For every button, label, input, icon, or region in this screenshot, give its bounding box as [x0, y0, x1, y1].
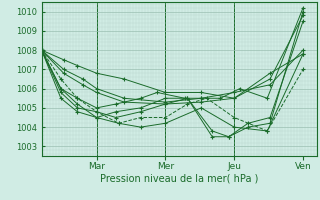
X-axis label: Pression niveau de la mer( hPa ): Pression niveau de la mer( hPa ): [100, 173, 258, 183]
